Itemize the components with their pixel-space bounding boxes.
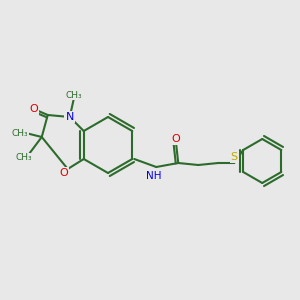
Text: CH₃: CH₃: [65, 91, 82, 100]
Text: O: O: [29, 104, 38, 114]
Text: O: O: [59, 168, 68, 178]
Text: S: S: [231, 152, 238, 162]
Text: O: O: [172, 134, 181, 144]
Text: CH₃: CH₃: [11, 128, 28, 137]
Text: CH₃: CH₃: [15, 154, 32, 163]
Text: N: N: [66, 112, 74, 122]
Text: NH: NH: [146, 171, 162, 181]
